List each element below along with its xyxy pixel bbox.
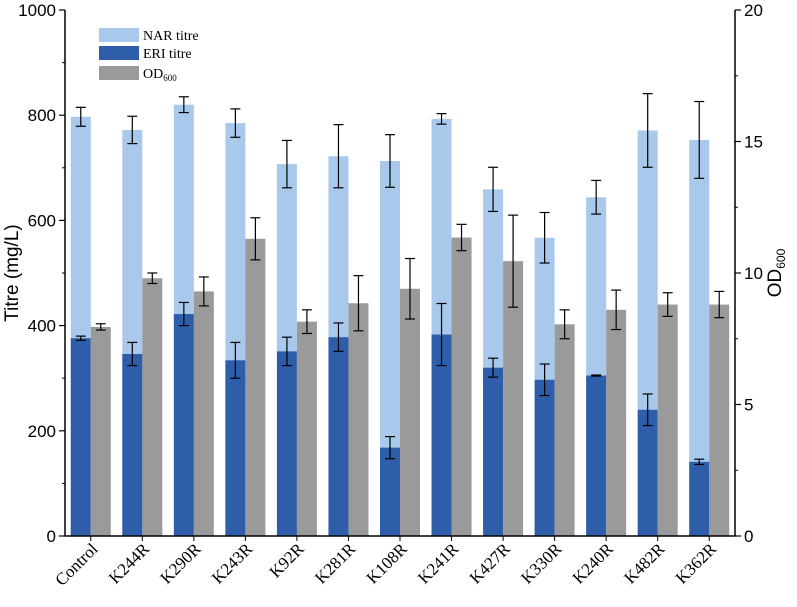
x-tick-label: K427R — [466, 539, 515, 588]
bar-od600 — [451, 237, 472, 536]
y2-tick-label: 5 — [744, 396, 753, 415]
legend-swatch — [99, 66, 139, 80]
legend: NAR titre ERI titre OD600 — [99, 28, 199, 83]
legend-label-main: OD — [143, 67, 163, 82]
y-tick-label: 600 — [28, 211, 56, 230]
bar-eri-titre — [689, 461, 710, 536]
x-tick-label: K482R — [620, 539, 669, 588]
bar-od600 — [606, 309, 627, 536]
y2-axis-title: OD600 — [765, 248, 788, 297]
legend-label: OD600 — [143, 67, 177, 83]
bar-eri-titre — [431, 334, 452, 536]
legend-label-sub: 600 — [163, 73, 177, 83]
bar-eri-titre — [586, 375, 607, 536]
bar-eri-titre — [483, 367, 504, 536]
bar-od600 — [554, 324, 575, 536]
x-tick-label: K362R — [672, 539, 721, 588]
bar-eri-titre — [122, 354, 143, 536]
bar-od600 — [657, 304, 678, 536]
bar-nar-titre — [689, 139, 710, 536]
x-tick-label: K241R — [414, 539, 463, 588]
bar-eri-titre — [328, 337, 349, 536]
x-tick-label: K244R — [105, 539, 154, 588]
x-tick-label: K92R — [266, 539, 309, 582]
bar-eri-titre — [637, 409, 658, 536]
bar-eri-titre — [380, 447, 400, 536]
y2-tick-label: 20 — [744, 1, 763, 20]
bar-eri-titre — [534, 379, 555, 536]
y2-axis-title-sub: 600 — [774, 248, 788, 268]
bar-od600 — [296, 321, 317, 536]
bar-od600 — [90, 326, 111, 536]
bars — [70, 104, 730, 537]
y-tick-label: 1000 — [18, 1, 56, 20]
legend-swatch — [99, 46, 139, 60]
x-tick-label: K240R — [569, 539, 618, 588]
x-tick-label: K281R — [311, 539, 360, 588]
x-tick-label: K243R — [208, 539, 257, 588]
legend-label: NAR titre — [143, 29, 199, 44]
y2-axis-title-main: OD — [765, 269, 786, 298]
bar-eri-titre — [70, 338, 91, 536]
error-bars — [75, 93, 725, 466]
bar-od600 — [142, 278, 163, 536]
x-tick-label: Control — [51, 539, 101, 589]
bar-eri-titre — [225, 360, 246, 536]
y-axis-title: Titre (mg/L) — [2, 224, 23, 321]
bar-od600 — [503, 261, 524, 536]
y-tick-label: 0 — [47, 527, 56, 546]
y2-tick-label: 15 — [744, 133, 763, 152]
y-tick-label: 800 — [28, 106, 56, 125]
bar-nar-titre — [380, 160, 400, 536]
bar-od600 — [193, 291, 214, 536]
y-tick-label: 200 — [28, 422, 56, 441]
y-tick-label: 400 — [28, 317, 56, 336]
y2-tick-label: 0 — [744, 527, 753, 546]
bar-eri-titre — [173, 314, 194, 536]
x-tick-label: K290R — [157, 539, 206, 588]
bar-od600 — [245, 238, 266, 536]
x-tick-label: K108R — [363, 539, 412, 588]
bar-od600 — [400, 288, 420, 536]
x-tick-label: K330R — [517, 539, 566, 588]
bar-eri-titre — [276, 351, 297, 536]
bar-od600 — [709, 304, 730, 536]
bar-od600 — [348, 303, 369, 536]
legend-label: ERI titre — [143, 47, 192, 62]
y2-tick-label: 10 — [744, 264, 763, 283]
legend-swatch — [99, 28, 139, 42]
